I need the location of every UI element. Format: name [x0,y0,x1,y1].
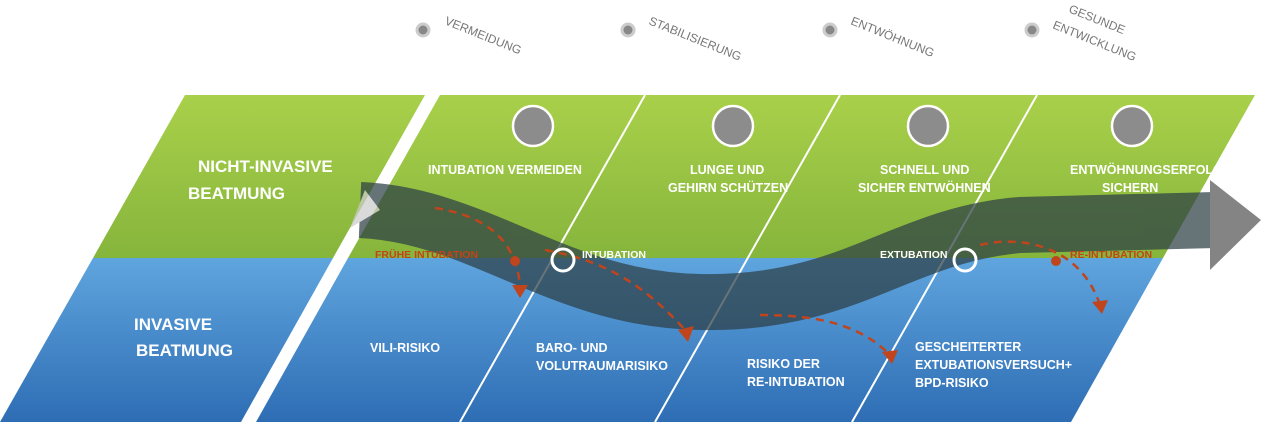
icon [1112,106,1152,146]
risk: VILI-RISIKO [370,341,440,355]
goal: INTUBATION VERMEIDEN [428,163,582,177]
phase-dot [622,24,634,36]
mode-label: BEATMUNG [188,184,285,203]
risk: BARO- UND [536,341,608,355]
risk: GESCHEITERTER [915,340,1021,354]
arrow-head [1210,180,1261,270]
goal: LUNGE UND [690,163,764,177]
risk: VOLUTRAUMARISIKO [536,359,668,373]
event-label: RE-INTUBATION [1070,249,1152,261]
mode-label: BEATMUNG [136,341,233,360]
phase-dot [1026,24,1038,36]
goal: SICHERN [1102,181,1158,195]
event-label: EXTUBATION [880,249,947,261]
phase-label: STABILISIERUNG [647,14,744,64]
phase-dot [417,24,429,36]
goal: ENTWÖHNUNGSERFOLG [1070,162,1223,177]
icon [513,106,553,146]
event-label: FRÜHE INTUBATION [375,248,478,261]
icon [713,106,753,146]
phase-label: ENTWÖHNUNG [849,14,936,60]
risk: EXTUBATIONSVERSUCH+ [915,358,1072,372]
phase-dot [824,24,836,36]
event-dot [510,256,520,266]
risk: BPD-RISIKO [915,376,989,390]
goal: SICHER ENTWÖHNEN [858,180,991,195]
goal: GEHIRN SCHÜTZEN [668,180,788,195]
phase-dots [417,24,1038,36]
event-label: INTUBATION [582,249,646,261]
risk: RISIKO DER [747,357,820,371]
phase-label: VERMEIDUNG [443,14,524,57]
mode-label: NICHT-INVASIVE [198,157,333,176]
event-dot [1051,256,1061,266]
goal: SCHNELL UND [880,163,969,177]
mode-label: INVASIVE [134,315,212,334]
risk: RE-INTUBATION [747,375,845,389]
icon [908,106,948,146]
diagram: VERMEIDUNG STABILISIERUNG ENTWÖHNUNG GES… [0,0,1261,422]
